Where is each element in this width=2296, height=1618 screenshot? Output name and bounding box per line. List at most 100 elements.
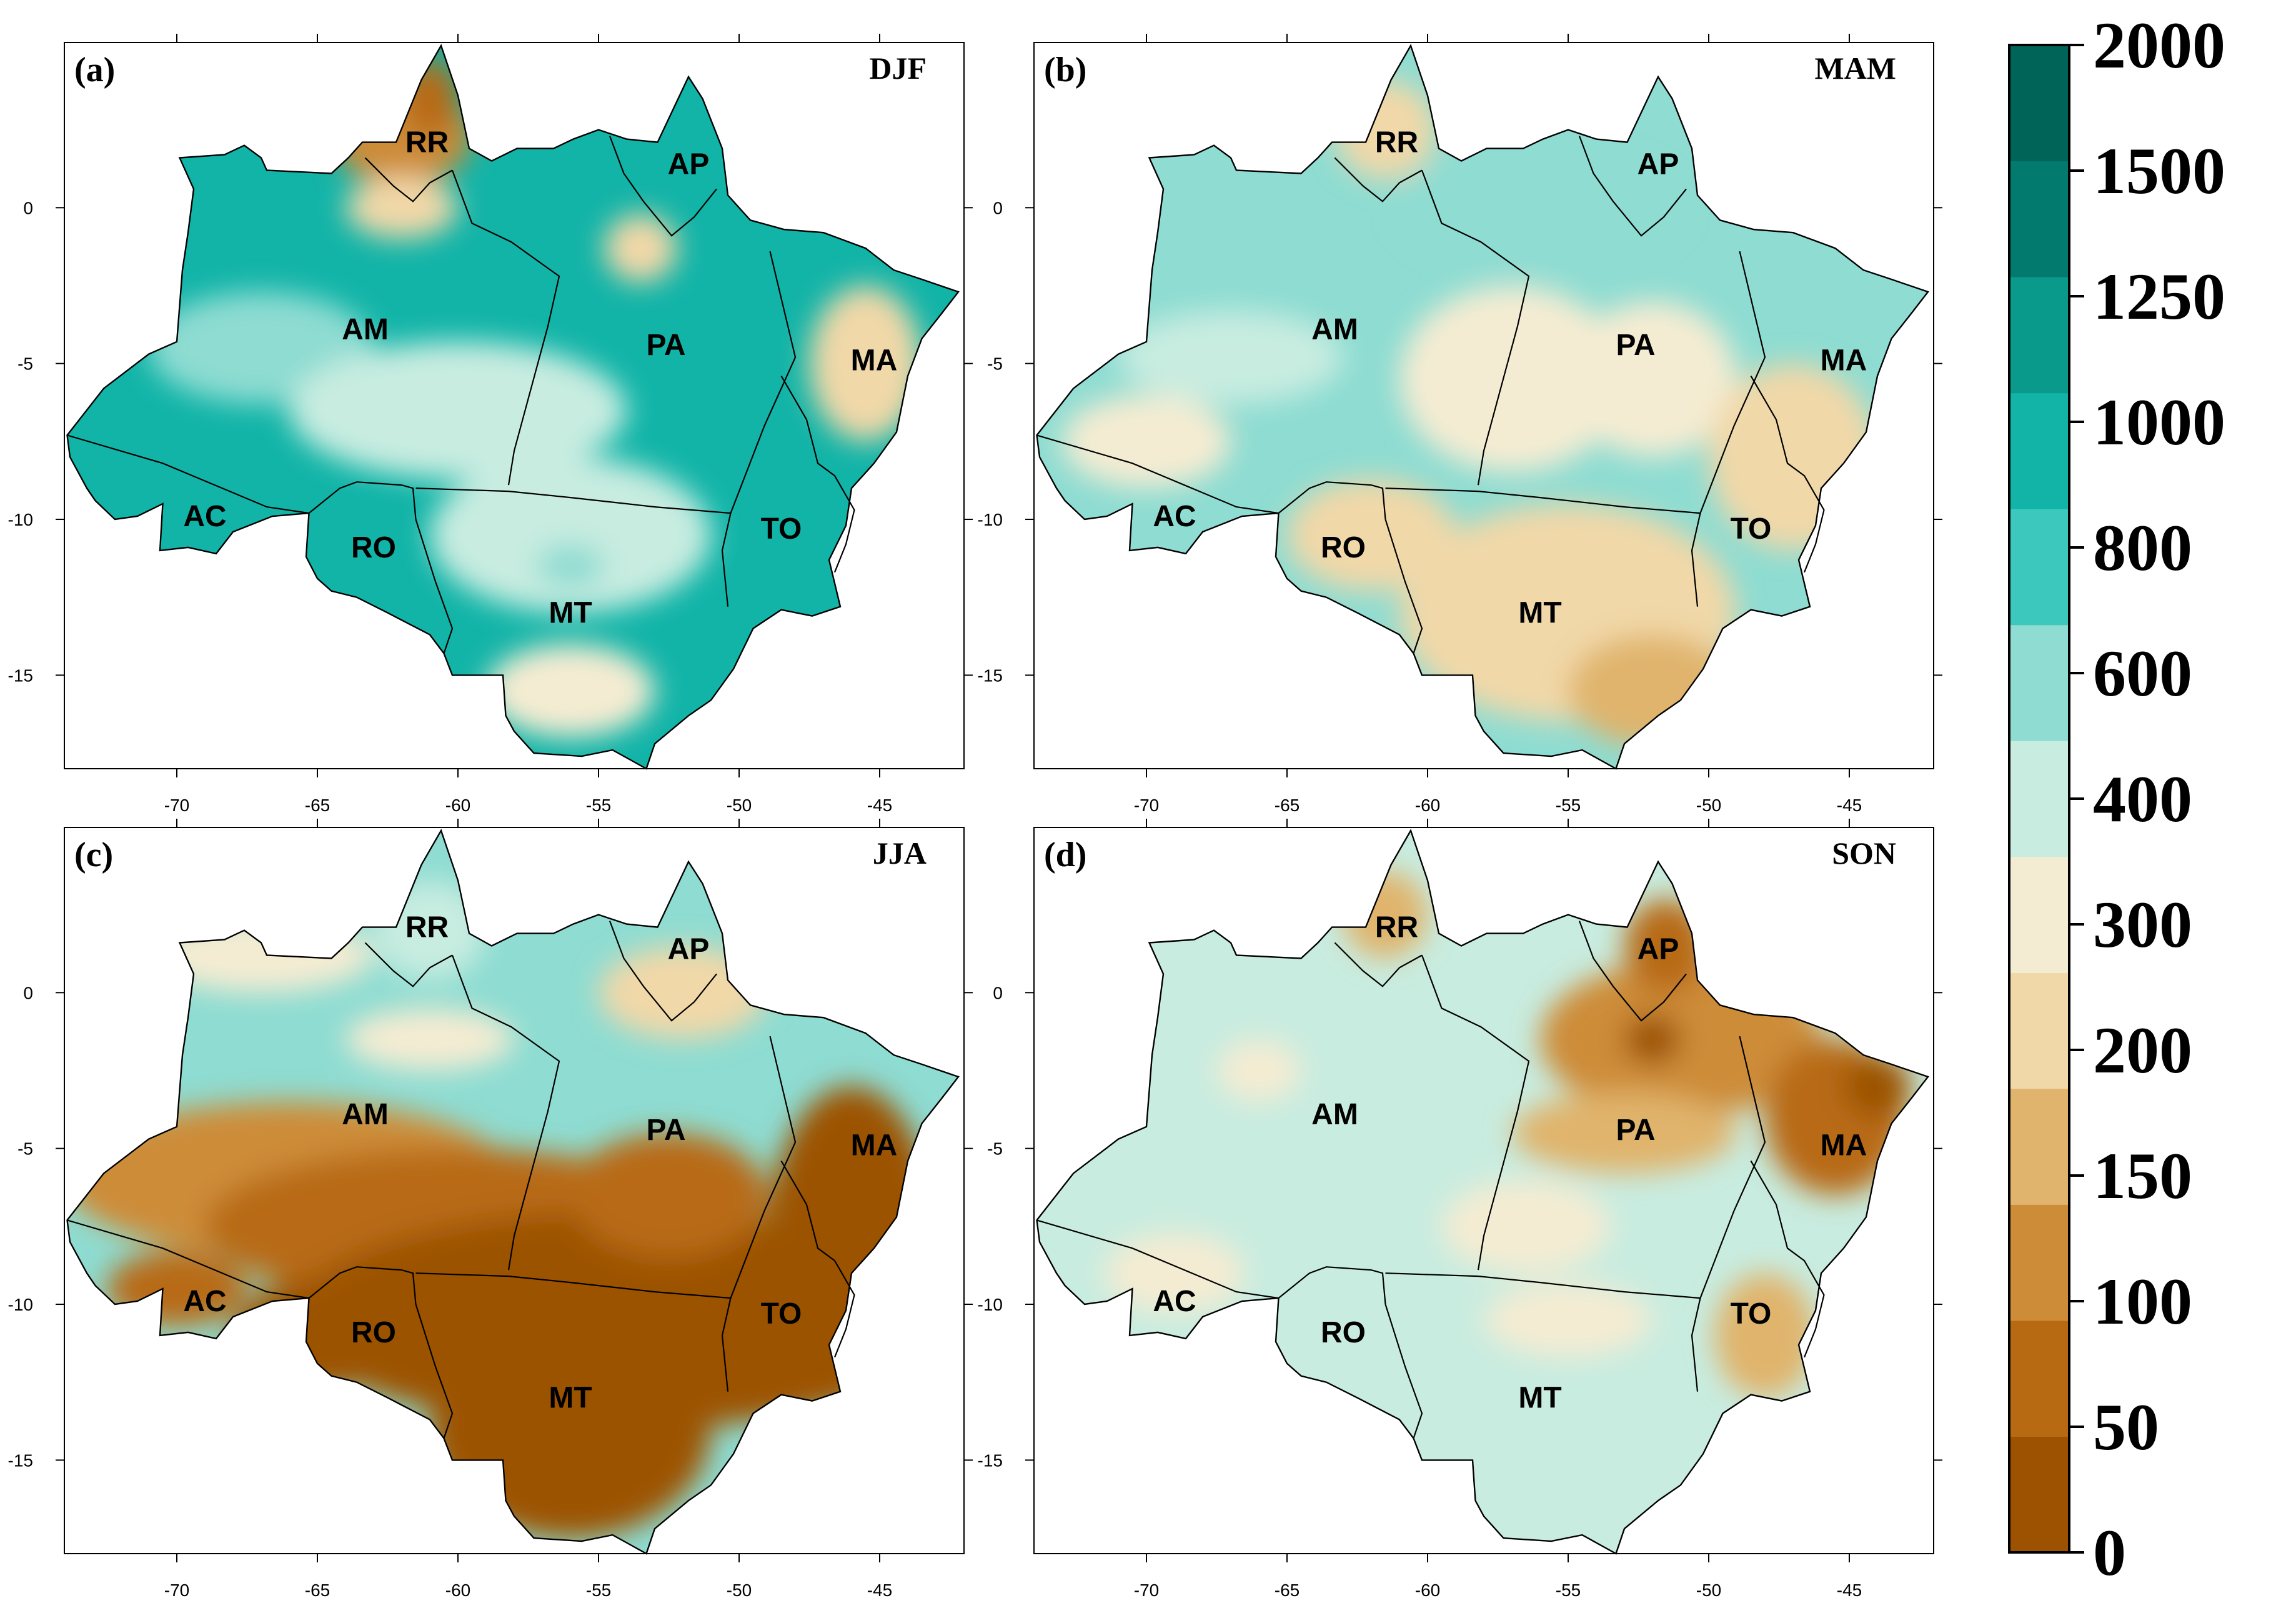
precip-contour	[345, 176, 458, 239]
map-frame-border	[64, 42, 965, 769]
precip-field	[1036, 831, 1928, 1554]
state-label-ma: MA	[851, 344, 898, 377]
colorbar-label: 400	[2093, 762, 2192, 836]
state-border	[67, 434, 309, 514]
state-border	[1421, 955, 1530, 1271]
colorbar-label: 800	[2093, 511, 2192, 584]
precip-contour	[1104, 1232, 1245, 1314]
colorbar-label: 150	[2093, 1139, 2192, 1212]
state-label-am: AM	[1311, 1098, 1358, 1131]
state-border	[1421, 170, 1530, 486]
state-border	[1385, 487, 1701, 514]
colorbar-segment	[2009, 1088, 2069, 1205]
state-label-ma: MA	[1821, 344, 1867, 377]
x-tick-label: -65	[1275, 796, 1300, 815]
state-border	[1578, 921, 1687, 1022]
x-tick-label: -55	[586, 1581, 611, 1600]
state-border	[609, 136, 717, 237]
x-tick-label: -65	[305, 1581, 330, 1600]
state-border	[308, 1266, 417, 1305]
precip-contour	[430, 457, 711, 613]
y-tick-label: -5	[987, 354, 1003, 374]
y-tick-label: 0	[23, 983, 33, 1002]
colorbar-segment	[2009, 277, 2069, 394]
precip-contour	[537, 544, 604, 588]
precip-contour	[1568, 301, 1737, 457]
region-outline	[1036, 44, 1929, 770]
x-tick-label: -55	[1556, 796, 1581, 815]
state-border	[1750, 376, 1825, 573]
colorbar-segment	[2009, 972, 2069, 1089]
x-tick-label: -55	[1556, 1581, 1581, 1600]
precip-contour	[570, 1132, 767, 1258]
state-border	[1750, 1161, 1825, 1358]
state-label-rr: RR	[1375, 911, 1418, 944]
x-tick-label: -60	[445, 796, 470, 815]
state-label-ro: RO	[351, 1316, 396, 1349]
colorbar-segment	[2009, 392, 2069, 509]
panel-label: (b)	[1044, 51, 1086, 89]
state-label-ro: RO	[1321, 531, 1366, 564]
panel-label: (c)	[74, 836, 113, 874]
precip-contour	[1062, 394, 1231, 489]
precip-contour	[1624, 1014, 1681, 1064]
x-tick-label: -65	[1275, 1581, 1300, 1600]
state-label-ro: RO	[1321, 1316, 1366, 1349]
precip-contour	[1714, 1273, 1816, 1398]
state-border	[1578, 136, 1687, 237]
state-border	[1691, 251, 1766, 607]
x-tick-label: -70	[164, 1581, 189, 1600]
colorbar-label: 600	[2093, 637, 2192, 710]
map-frame-border	[1033, 827, 1934, 1554]
precip-contour	[289, 341, 627, 479]
y-tick-label: 0	[23, 198, 33, 217]
state-label-rr: RR	[405, 126, 449, 159]
state-label-ap: AP	[1638, 148, 1679, 181]
state-label-ac: AC	[183, 500, 226, 533]
state-label-ma: MA	[1821, 1129, 1867, 1162]
region-outline	[66, 829, 960, 1555]
state-border	[451, 955, 560, 1271]
colorbar-label: 300	[2093, 888, 2192, 961]
map-panel-b: -70 -65 -60 -55 -50 -45 0 -5 -10 -15 RR AP AM PA MA AC R…	[978, 34, 1942, 815]
map-frame-border	[64, 827, 965, 1554]
panel-label: (d)	[1044, 836, 1086, 874]
state-border	[308, 481, 417, 520]
colorbar-label: 1500	[2093, 134, 2225, 207]
y-tick-label: -5	[17, 354, 33, 374]
precip-contour	[486, 644, 655, 738]
state-border	[1278, 481, 1386, 520]
state-border	[1384, 1304, 1423, 1439]
season-label: DJF	[869, 51, 927, 86]
colorbar-segment	[2009, 856, 2069, 973]
x-tick-label: -70	[164, 796, 189, 815]
x-tick-label: -60	[1415, 1581, 1440, 1600]
colorbar-segment	[2009, 1320, 2069, 1437]
state-border	[415, 1304, 454, 1439]
y-tick-label: 0	[993, 198, 1003, 217]
state-label-rr: RR	[1375, 126, 1418, 159]
colorbar-label: 200	[2093, 1014, 2192, 1087]
state-border	[609, 921, 717, 1022]
state-label-pa: PA	[1616, 329, 1655, 362]
colorbar-segment	[2009, 509, 2069, 626]
precip-contour	[1118, 310, 1343, 404]
state-border	[721, 1036, 797, 1392]
state-label-am: AM	[342, 313, 389, 346]
region-outline	[66, 44, 960, 770]
map-panel-d: -70 -65 -60 -55 -50 -45 0 -5 -10 -15 RR AP AM PA MA AC R…	[978, 819, 1942, 1600]
state-label-ap: AP	[668, 933, 710, 966]
x-tick-label: -55	[586, 796, 611, 815]
y-tick-label: -10	[8, 1295, 33, 1314]
state-label-ap: AP	[668, 148, 710, 181]
precip-contour	[1844, 1055, 1911, 1117]
colorbar-segment	[2009, 1204, 2069, 1321]
colorbar-label: 1250	[2093, 260, 2225, 333]
y-tick-label: -10	[978, 1295, 1003, 1314]
state-label-mt: MT	[1518, 597, 1561, 630]
colorbar-segment	[2009, 741, 2069, 857]
state-label-pa: PA	[646, 1114, 685, 1147]
colorbar-label: 1000	[2093, 386, 2225, 459]
state-label-ma: MA	[851, 1129, 898, 1162]
x-tick-label: -50	[1696, 1581, 1721, 1600]
